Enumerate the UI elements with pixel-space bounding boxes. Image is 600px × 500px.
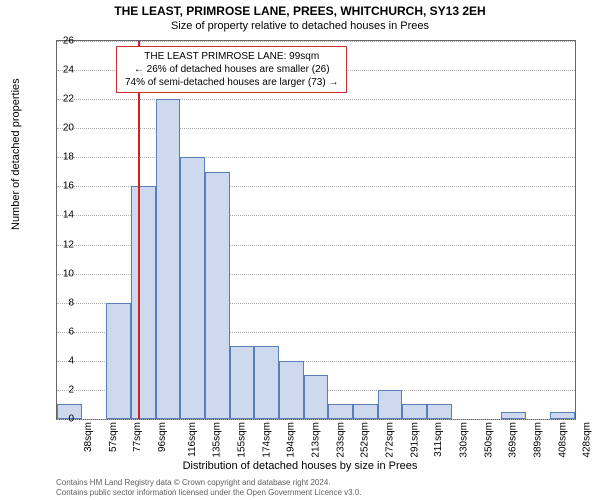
x-tick-label: 311sqm <box>433 422 444 457</box>
y-axis-label: Number of detached properties <box>10 78 22 230</box>
y-tick-label: 26 <box>50 36 74 47</box>
y-tick-label: 12 <box>50 239 74 250</box>
x-tick-label: 57sqm <box>108 422 119 452</box>
grid-line <box>57 41 575 42</box>
grid-line <box>57 157 575 158</box>
grid-line <box>57 128 575 129</box>
y-tick-label: 14 <box>50 210 74 221</box>
histogram-bar <box>156 99 181 419</box>
x-tick-label: 213sqm <box>311 422 322 458</box>
x-tick-label: 116sqm <box>187 422 198 457</box>
y-tick-label: 18 <box>50 152 74 163</box>
histogram-bar <box>230 346 255 419</box>
x-tick-label: 428sqm <box>582 422 593 458</box>
info-line-1: THE LEAST PRIMROSE LANE: 99sqm <box>125 50 338 63</box>
y-tick-label: 8 <box>50 297 74 308</box>
x-tick-label: 252sqm <box>360 422 371 458</box>
y-tick-label: 24 <box>50 65 74 76</box>
histogram-bar <box>501 412 526 419</box>
histogram-bar <box>106 303 131 419</box>
info-line-3: 74% of semi-detached houses are larger (… <box>125 76 338 89</box>
x-tick-label: 194sqm <box>286 422 297 458</box>
chart-title: THE LEAST, PRIMROSE LANE, PREES, WHITCHU… <box>0 4 600 18</box>
histogram-bar <box>131 186 156 419</box>
footer-line-1: Contains HM Land Registry data © Crown c… <box>56 478 362 488</box>
y-tick-label: 6 <box>50 326 74 337</box>
x-tick-label: 291sqm <box>409 422 420 458</box>
x-tick-label: 233sqm <box>335 422 346 458</box>
x-tick-label: 272sqm <box>385 422 396 458</box>
x-tick-label: 38sqm <box>83 422 94 452</box>
histogram-bar <box>353 404 378 419</box>
info-box: THE LEAST PRIMROSE LANE: 99sqm ← 26% of … <box>116 46 347 93</box>
histogram-bar <box>378 390 403 419</box>
x-tick-label: 408sqm <box>557 422 568 458</box>
x-tick-label: 96sqm <box>157 422 168 452</box>
marker-line <box>138 41 140 419</box>
grid-line <box>57 419 575 420</box>
y-tick-label: 16 <box>50 181 74 192</box>
plot-area <box>56 40 576 420</box>
histogram-bar <box>279 361 304 419</box>
histogram-bar <box>550 412 575 419</box>
x-tick-label: 155sqm <box>237 422 248 458</box>
histogram-bar <box>205 172 230 419</box>
x-tick-label: 174sqm <box>261 422 272 458</box>
y-tick-label: 4 <box>50 355 74 366</box>
histogram-bar <box>328 404 353 419</box>
x-tick-label: 369sqm <box>508 422 519 458</box>
x-tick-label: 389sqm <box>533 422 544 458</box>
grid-line <box>57 99 575 100</box>
histogram-bar <box>254 346 279 419</box>
x-axis-label: Distribution of detached houses by size … <box>0 460 600 472</box>
y-tick-label: 0 <box>50 414 74 425</box>
x-tick-label: 330sqm <box>459 422 470 458</box>
y-tick-label: 2 <box>50 384 74 395</box>
y-tick-label: 22 <box>50 94 74 105</box>
y-tick-label: 10 <box>50 268 74 279</box>
info-line-2: ← 26% of detached houses are smaller (26… <box>125 63 338 76</box>
histogram-chart: THE LEAST, PRIMROSE LANE, PREES, WHITCHU… <box>0 0 600 500</box>
y-tick-label: 20 <box>50 123 74 134</box>
histogram-bar <box>402 404 427 419</box>
footer-line-2: Contains public sector information licen… <box>56 488 362 498</box>
chart-subtitle: Size of property relative to detached ho… <box>0 20 600 32</box>
histogram-bar <box>427 404 452 419</box>
histogram-bar <box>304 375 329 419</box>
footer-attribution: Contains HM Land Registry data © Crown c… <box>56 478 362 497</box>
histogram-bar <box>180 157 205 419</box>
x-tick-label: 350sqm <box>483 422 494 458</box>
x-tick-label: 77sqm <box>132 422 143 452</box>
x-tick-label: 135sqm <box>212 422 223 458</box>
